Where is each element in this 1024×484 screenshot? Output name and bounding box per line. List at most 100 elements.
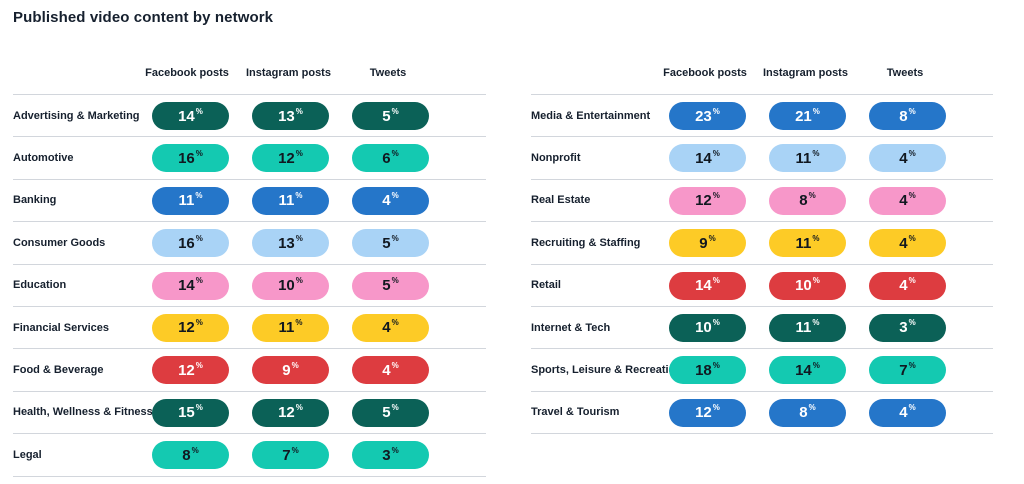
value-text: 10: [278, 277, 295, 295]
row-label: Internet & Tech: [531, 321, 611, 334]
value-text: 8: [182, 446, 191, 464]
table-row: Media & Entertainment 23% 21% 8%: [531, 95, 993, 138]
row-label: Recruiting & Staffing: [531, 236, 641, 249]
value-pill: 11%: [769, 144, 846, 173]
value-pill: 10%: [669, 313, 746, 342]
header-row: Facebook posts Instagram posts Tweets: [531, 64, 993, 95]
row-label: Retail: [531, 279, 561, 292]
value-pill: 5%: [352, 229, 429, 258]
percent-sign: %: [295, 276, 303, 286]
percent-sign: %: [391, 403, 399, 413]
table-row: Internet & Tech 10% 11% 3%: [531, 307, 993, 350]
percent-sign: %: [708, 233, 716, 243]
value-pill: 9%: [669, 229, 746, 258]
percent-sign: %: [712, 191, 720, 201]
value-pill: 14%: [769, 356, 846, 385]
percent-sign: %: [195, 276, 203, 286]
value-text: 12: [178, 361, 195, 379]
value-pill: 15%: [152, 398, 229, 427]
percent-sign: %: [295, 106, 303, 116]
value-text: 8: [799, 192, 808, 210]
value-pill: 14%: [152, 102, 229, 130]
percent-sign: %: [391, 148, 399, 158]
percent-sign: %: [812, 106, 820, 116]
value-pill: 8%: [769, 398, 846, 427]
percent-sign: %: [908, 191, 916, 201]
value-pill: 4%: [352, 186, 429, 215]
percent-sign: %: [712, 106, 720, 116]
value-text: 4: [382, 319, 391, 337]
value-text: 12: [278, 404, 295, 422]
row-label: Consumer Goods: [13, 236, 106, 249]
percent-sign: %: [391, 318, 399, 328]
value-text: 8: [899, 107, 908, 125]
value-text: 18: [695, 361, 712, 379]
value-pill: 4%: [869, 398, 946, 427]
table-row: Sports, Leisure & Recreation 18% 14% 7%: [531, 349, 993, 392]
value-text: 4: [382, 361, 391, 379]
value-pill: 12%: [252, 144, 329, 173]
value-pill: 8%: [152, 441, 229, 470]
value-pill: 14%: [152, 271, 229, 300]
value-pill: 11%: [252, 313, 329, 342]
value-text: 5: [382, 107, 391, 125]
value-text: 4: [382, 192, 391, 210]
value-pill: 14%: [669, 144, 746, 173]
value-pill: 4%: [352, 356, 429, 385]
value-pill: 6%: [352, 144, 429, 173]
value-text: 16: [178, 149, 195, 167]
column-header-facebook-posts: Facebook posts: [663, 67, 747, 79]
value-pill: 8%: [769, 186, 846, 215]
value-text: 21: [795, 107, 812, 125]
percent-sign: %: [391, 191, 399, 201]
value-text: 3: [899, 319, 908, 337]
percent-sign: %: [295, 403, 303, 413]
row-label: Food & Beverage: [13, 364, 104, 377]
percent-sign: %: [808, 403, 816, 413]
row-label: Education: [13, 279, 67, 292]
value-pill: 11%: [152, 186, 229, 215]
value-pill: 16%: [152, 144, 229, 173]
percent-sign: %: [908, 318, 916, 328]
percent-sign: %: [195, 360, 203, 370]
value-pill: 7%: [869, 356, 946, 385]
value-text: 14: [795, 361, 812, 379]
column-header-facebook-posts: Facebook posts: [145, 67, 229, 79]
value-text: 14: [695, 149, 712, 167]
percent-sign: %: [812, 360, 820, 370]
percent-sign: %: [391, 106, 399, 116]
column-header-instagram-posts: Instagram posts: [763, 67, 848, 79]
value-text: 9: [282, 361, 291, 379]
value-text: 12: [695, 404, 712, 422]
value-text: 11: [278, 319, 295, 337]
value-pill: 9%: [252, 356, 329, 385]
percent-sign: %: [291, 360, 299, 370]
value-text: 4: [899, 404, 908, 422]
row-label: Advertising & Marketing: [13, 109, 140, 122]
value-pill: 7%: [252, 441, 329, 470]
row-label: Real Estate: [531, 194, 591, 207]
value-text: 9: [699, 234, 708, 252]
value-pill: 23%: [669, 102, 746, 130]
value-text: 14: [695, 277, 712, 295]
percent-sign: %: [908, 148, 916, 158]
percent-sign: %: [195, 148, 203, 158]
percent-sign: %: [812, 318, 820, 328]
value-text: 10: [795, 277, 812, 295]
value-text: 4: [899, 192, 908, 210]
right-table: Facebook posts Instagram posts Tweets Media…: [531, 64, 993, 435]
table-row: Nonprofit 14% 11% 4%: [531, 137, 993, 180]
percent-sign: %: [295, 318, 303, 328]
value-pill: 4%: [869, 186, 946, 215]
table-row: Real Estate 12% 8% 4%: [531, 180, 993, 223]
value-text: 4: [899, 149, 908, 167]
value-pill: 12%: [152, 356, 229, 385]
row-label: Sports, Leisure & Recreation: [531, 364, 682, 377]
percent-sign: %: [295, 191, 303, 201]
value-pill: 3%: [869, 313, 946, 342]
row-label: Financial Services: [13, 321, 109, 334]
table-row: Retail 14% 10% 4%: [531, 265, 993, 307]
value-pill: 13%: [252, 102, 329, 130]
value-pill: 4%: [869, 229, 946, 258]
percent-sign: %: [908, 360, 916, 370]
